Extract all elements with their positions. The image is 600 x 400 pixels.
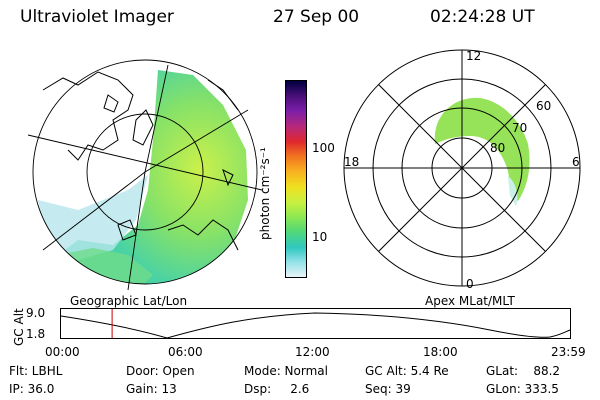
aurora-region xyxy=(58,70,248,284)
timeline-ytick-1-8: 1.8 xyxy=(26,327,46,341)
colorbar-tick-100: 100 xyxy=(312,141,335,155)
mlt-label-12: 12 xyxy=(466,49,481,63)
altitude-curve xyxy=(60,312,571,339)
timeline-xtick-2359: 23:59 xyxy=(551,345,586,359)
mlt-label-6: 6 xyxy=(572,155,580,169)
timeline-xtick-1200: 12:00 xyxy=(295,345,330,359)
timeline-frame xyxy=(60,308,571,339)
mlt-label-0: 0 xyxy=(466,277,474,291)
colorbar-unit-label: photon cm⁻²s⁻¹ xyxy=(258,147,272,240)
info-mode: Mode: Normal xyxy=(244,364,328,378)
lat-label-70: 70 xyxy=(512,121,527,135)
info-seq: Seq: 39 xyxy=(365,382,411,396)
lat-label-60: 60 xyxy=(536,99,551,113)
timeline-ytick-9: 9.0 xyxy=(26,306,46,320)
info-filter: Flt: LBHL xyxy=(9,364,63,378)
lat-label-80: 80 xyxy=(490,141,505,155)
info-glat: GLat: 88.2 xyxy=(486,364,561,378)
info-dsp: Dsp: 2.6 xyxy=(244,382,310,396)
auroral-oval-edge xyxy=(508,176,518,206)
geographic-caption: Geographic Lat/Lon xyxy=(70,294,188,308)
magnetic-polar-plot: 12 6 0 18 60 70 80 xyxy=(343,49,581,291)
app-title: Ultraviolet Imager xyxy=(20,7,174,27)
info-gc-alt: GC Alt: 5.4 Re xyxy=(365,364,449,378)
polar-grid xyxy=(343,49,581,287)
aurora-faint-region xyxy=(38,175,148,260)
timeline-ylabel: GC Alt xyxy=(12,308,26,346)
magnetic-caption: Apex MLat/MLT xyxy=(425,294,515,308)
colorbar-tick-10: 10 xyxy=(312,230,328,244)
time-label: 02:24:28 UT xyxy=(430,7,535,27)
timeline-xtick-0600: 06:00 xyxy=(168,345,203,359)
info-door: Door: Open xyxy=(126,364,195,378)
mlt-label-18: 18 xyxy=(344,155,359,169)
timeline-xtick-1800: 18:00 xyxy=(423,345,458,359)
graticule xyxy=(27,59,263,291)
geographic-image xyxy=(27,59,263,291)
timeline-plot xyxy=(60,308,571,339)
info-gain: Gain: 13 xyxy=(126,382,177,396)
info-ip: IP: 36.0 xyxy=(9,382,55,396)
date-label: 27 Sep 00 xyxy=(273,7,360,27)
info-glon: GLon: 333.5 xyxy=(486,382,559,396)
colorbar-gradient xyxy=(286,81,306,277)
timeline-xtick-0000: 00:00 xyxy=(45,345,80,359)
colorbar xyxy=(285,80,307,278)
